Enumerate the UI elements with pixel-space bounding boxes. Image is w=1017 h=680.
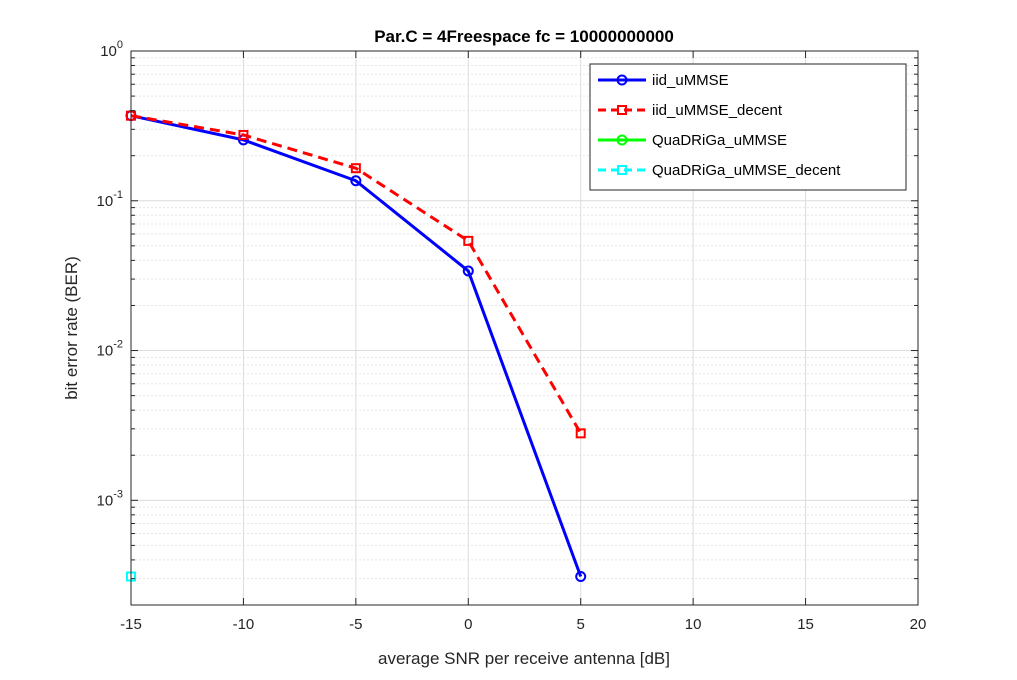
- y-axis-label: bit error rate (BER): [62, 256, 81, 400]
- x-tick-label: 10: [685, 616, 702, 633]
- legend-marker: [617, 165, 627, 175]
- data-point: [575, 570, 587, 582]
- x-tick-labels: -15 -10 -5 0 5 10 15 20: [120, 616, 926, 633]
- x-tick-label: 0: [464, 616, 472, 633]
- y-tick-label: 10-2: [97, 339, 123, 360]
- tick-marks: [130, 50, 919, 606]
- data-point: [350, 163, 361, 174]
- legend-label: iid_uMMSE_decent: [652, 102, 783, 119]
- legend: iid_uMMSE iid_uMMSE_decent QuaDRiGa_uMMSE Q…: [589, 63, 907, 191]
- x-axis-label: average SNR per receive antenna [dB]: [378, 649, 670, 668]
- y-tick-exponent: -2: [113, 339, 123, 351]
- legend-label: QuaDRiGa_uMMSE: [652, 132, 787, 149]
- data-point: [575, 428, 586, 439]
- y-tick-label: 10-3: [97, 488, 123, 509]
- legend-label: iid_uMMSE: [652, 72, 729, 89]
- x-tick-label: -10: [233, 616, 255, 633]
- chart-title: Par.C = 4Freespace fc = 10000000000: [374, 27, 674, 46]
- x-tick-label: 5: [577, 616, 585, 633]
- data-point: [463, 235, 474, 246]
- y-tick-base: 10: [97, 492, 114, 509]
- y-tick-exponent: -1: [113, 189, 123, 201]
- y-tick-base: 10: [97, 193, 114, 210]
- legend-label: QuaDRiGa_uMMSE_decent: [652, 162, 841, 179]
- series-line: [130, 114, 583, 435]
- y-tick-exponent: 0: [117, 39, 123, 51]
- data-point: [238, 129, 249, 140]
- y-tick-base: 10: [97, 343, 114, 360]
- legend-marker: [616, 134, 628, 146]
- x-tick-label: -5: [349, 616, 362, 633]
- plot-frame: [130, 50, 919, 606]
- data-point: [462, 265, 474, 277]
- x-tick-label: 15: [797, 616, 814, 633]
- legend-marker: [616, 74, 628, 86]
- y-tick-base: 10: [100, 43, 117, 60]
- y-tick-exponent: -3: [113, 488, 123, 500]
- series-line: [130, 114, 583, 578]
- y-tick-label: 10-1: [97, 189, 123, 210]
- x-tick-label: -15: [120, 616, 142, 633]
- minor-grid: [131, 57, 918, 606]
- data-point: [350, 175, 362, 187]
- x-tick-label: 20: [910, 616, 927, 633]
- y-tick-label: 100: [100, 39, 123, 60]
- legend-marker: [617, 105, 627, 115]
